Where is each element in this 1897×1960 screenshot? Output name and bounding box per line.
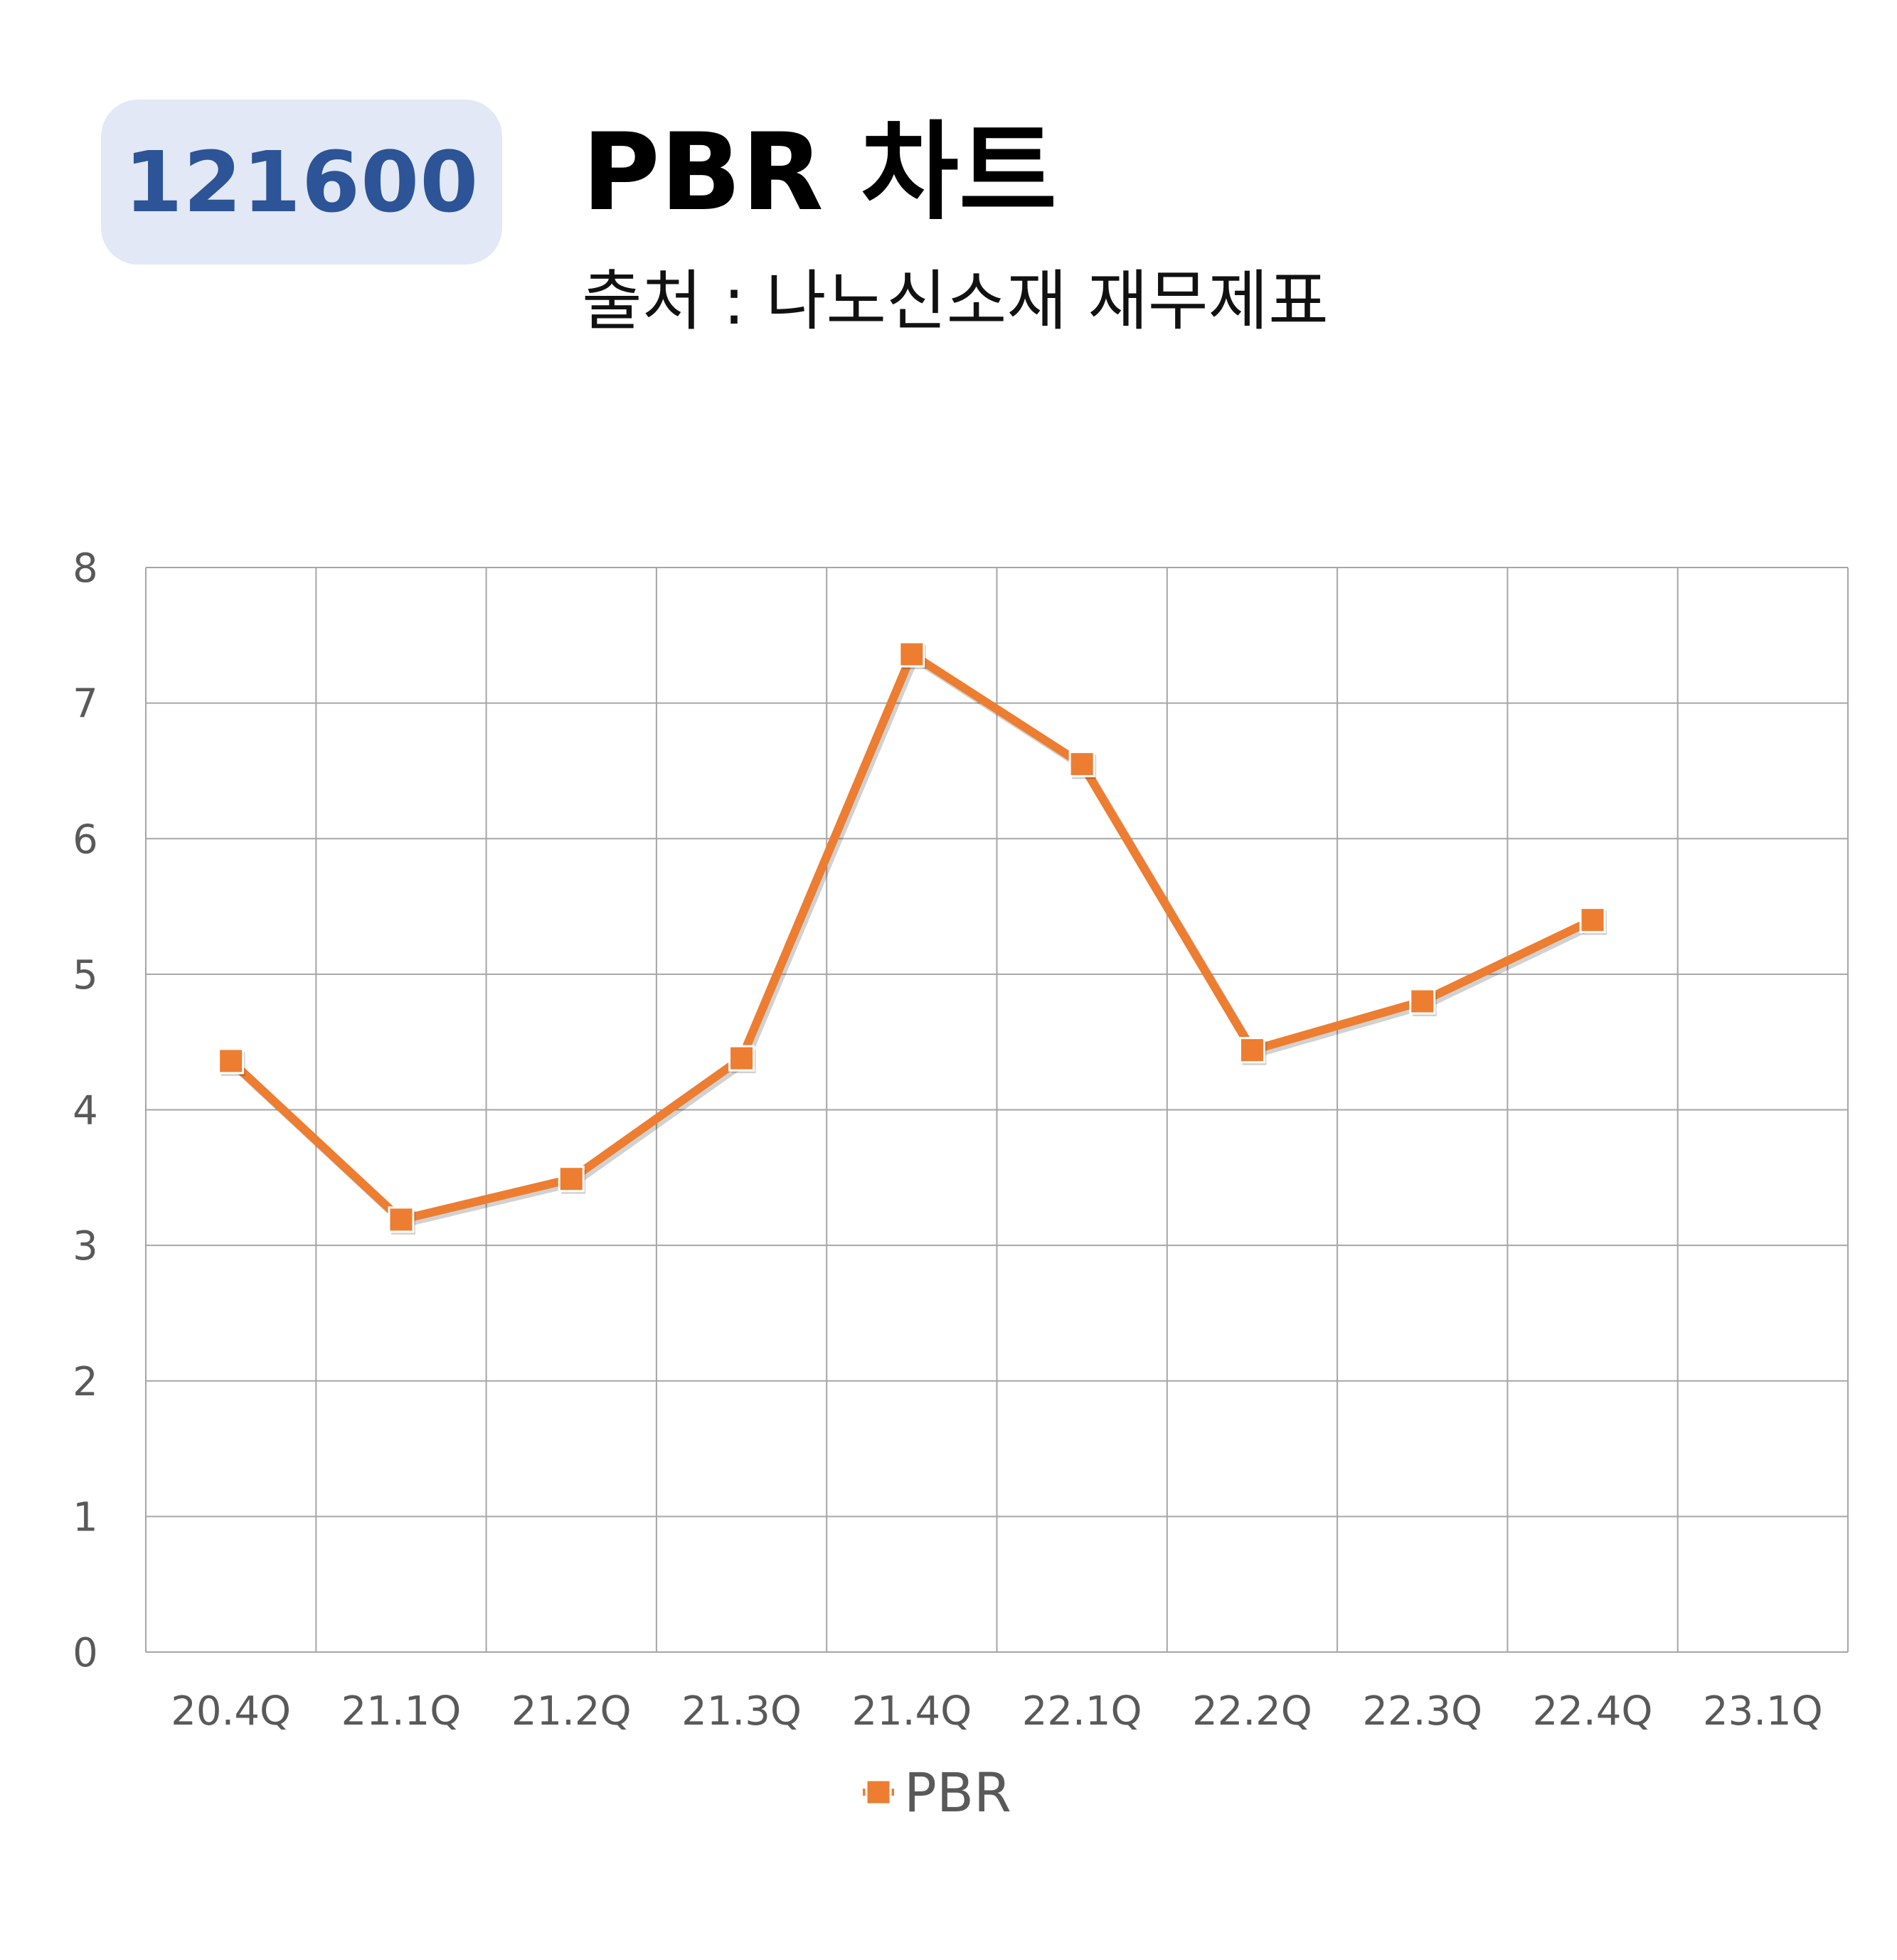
x-tick-label: 22.4Q [1533, 1688, 1653, 1735]
legend-label: PBR [904, 1761, 1011, 1824]
x-tick-label: 21.2Q [511, 1688, 632, 1735]
y-tick-label: 6 [73, 816, 98, 863]
stock-code-badge: 121600 [101, 100, 502, 265]
data-point [1238, 1037, 1265, 1064]
y-tick-label: 5 [73, 952, 98, 998]
data-point [728, 1045, 755, 1072]
y-tick-label: 1 [73, 1494, 98, 1540]
y-tick-label: 4 [73, 1088, 98, 1134]
gridlines [145, 567, 1849, 1653]
x-tick-label: 21.4Q [851, 1688, 972, 1735]
x-tick-label: 20.4Q [171, 1688, 291, 1735]
y-tick-label: 0 [73, 1630, 98, 1676]
stock-code: 121600 [124, 133, 479, 231]
y-axis-ticks: 0 1 2 3 4 5 6 7 8 [73, 545, 98, 1676]
data-point [1409, 988, 1436, 1015]
series-line-shadow [230, 654, 1598, 1227]
x-tick-label: 21.1Q [341, 1688, 462, 1735]
legend-marker [865, 1779, 892, 1806]
x-tick-label: 22.3Q [1362, 1688, 1482, 1735]
x-axis-ticks: 20.4Q 21.1Q 21.2Q 21.3Q 21.4Q 22.1Q 22.2Q 22.3Q… [171, 1688, 1822, 1735]
data-point [1068, 750, 1095, 777]
y-tick-label: 8 [73, 545, 98, 592]
data-point [898, 641, 925, 668]
x-tick-label: 22.2Q [1192, 1688, 1312, 1735]
y-tick-label: 2 [73, 1359, 98, 1405]
x-tick-label: 21.3Q [681, 1688, 802, 1735]
data-point [1579, 907, 1606, 934]
chart-subtitle: 출처 : 나노신소재 재무제표 [582, 263, 1329, 339]
x-tick-label: 23.1Q [1703, 1688, 1823, 1735]
y-tick-label: 7 [73, 681, 98, 728]
series-line [226, 650, 1598, 1224]
x-tick-label: 22.1Q [1022, 1688, 1142, 1735]
chart-title: PBR 차트 [582, 111, 1057, 235]
y-tick-label: 3 [73, 1223, 98, 1269]
data-point [218, 1048, 245, 1075]
series-pbr [218, 641, 1608, 1235]
legend: PBR [863, 1761, 1011, 1824]
data-point [388, 1206, 415, 1233]
data-point [558, 1166, 585, 1193]
